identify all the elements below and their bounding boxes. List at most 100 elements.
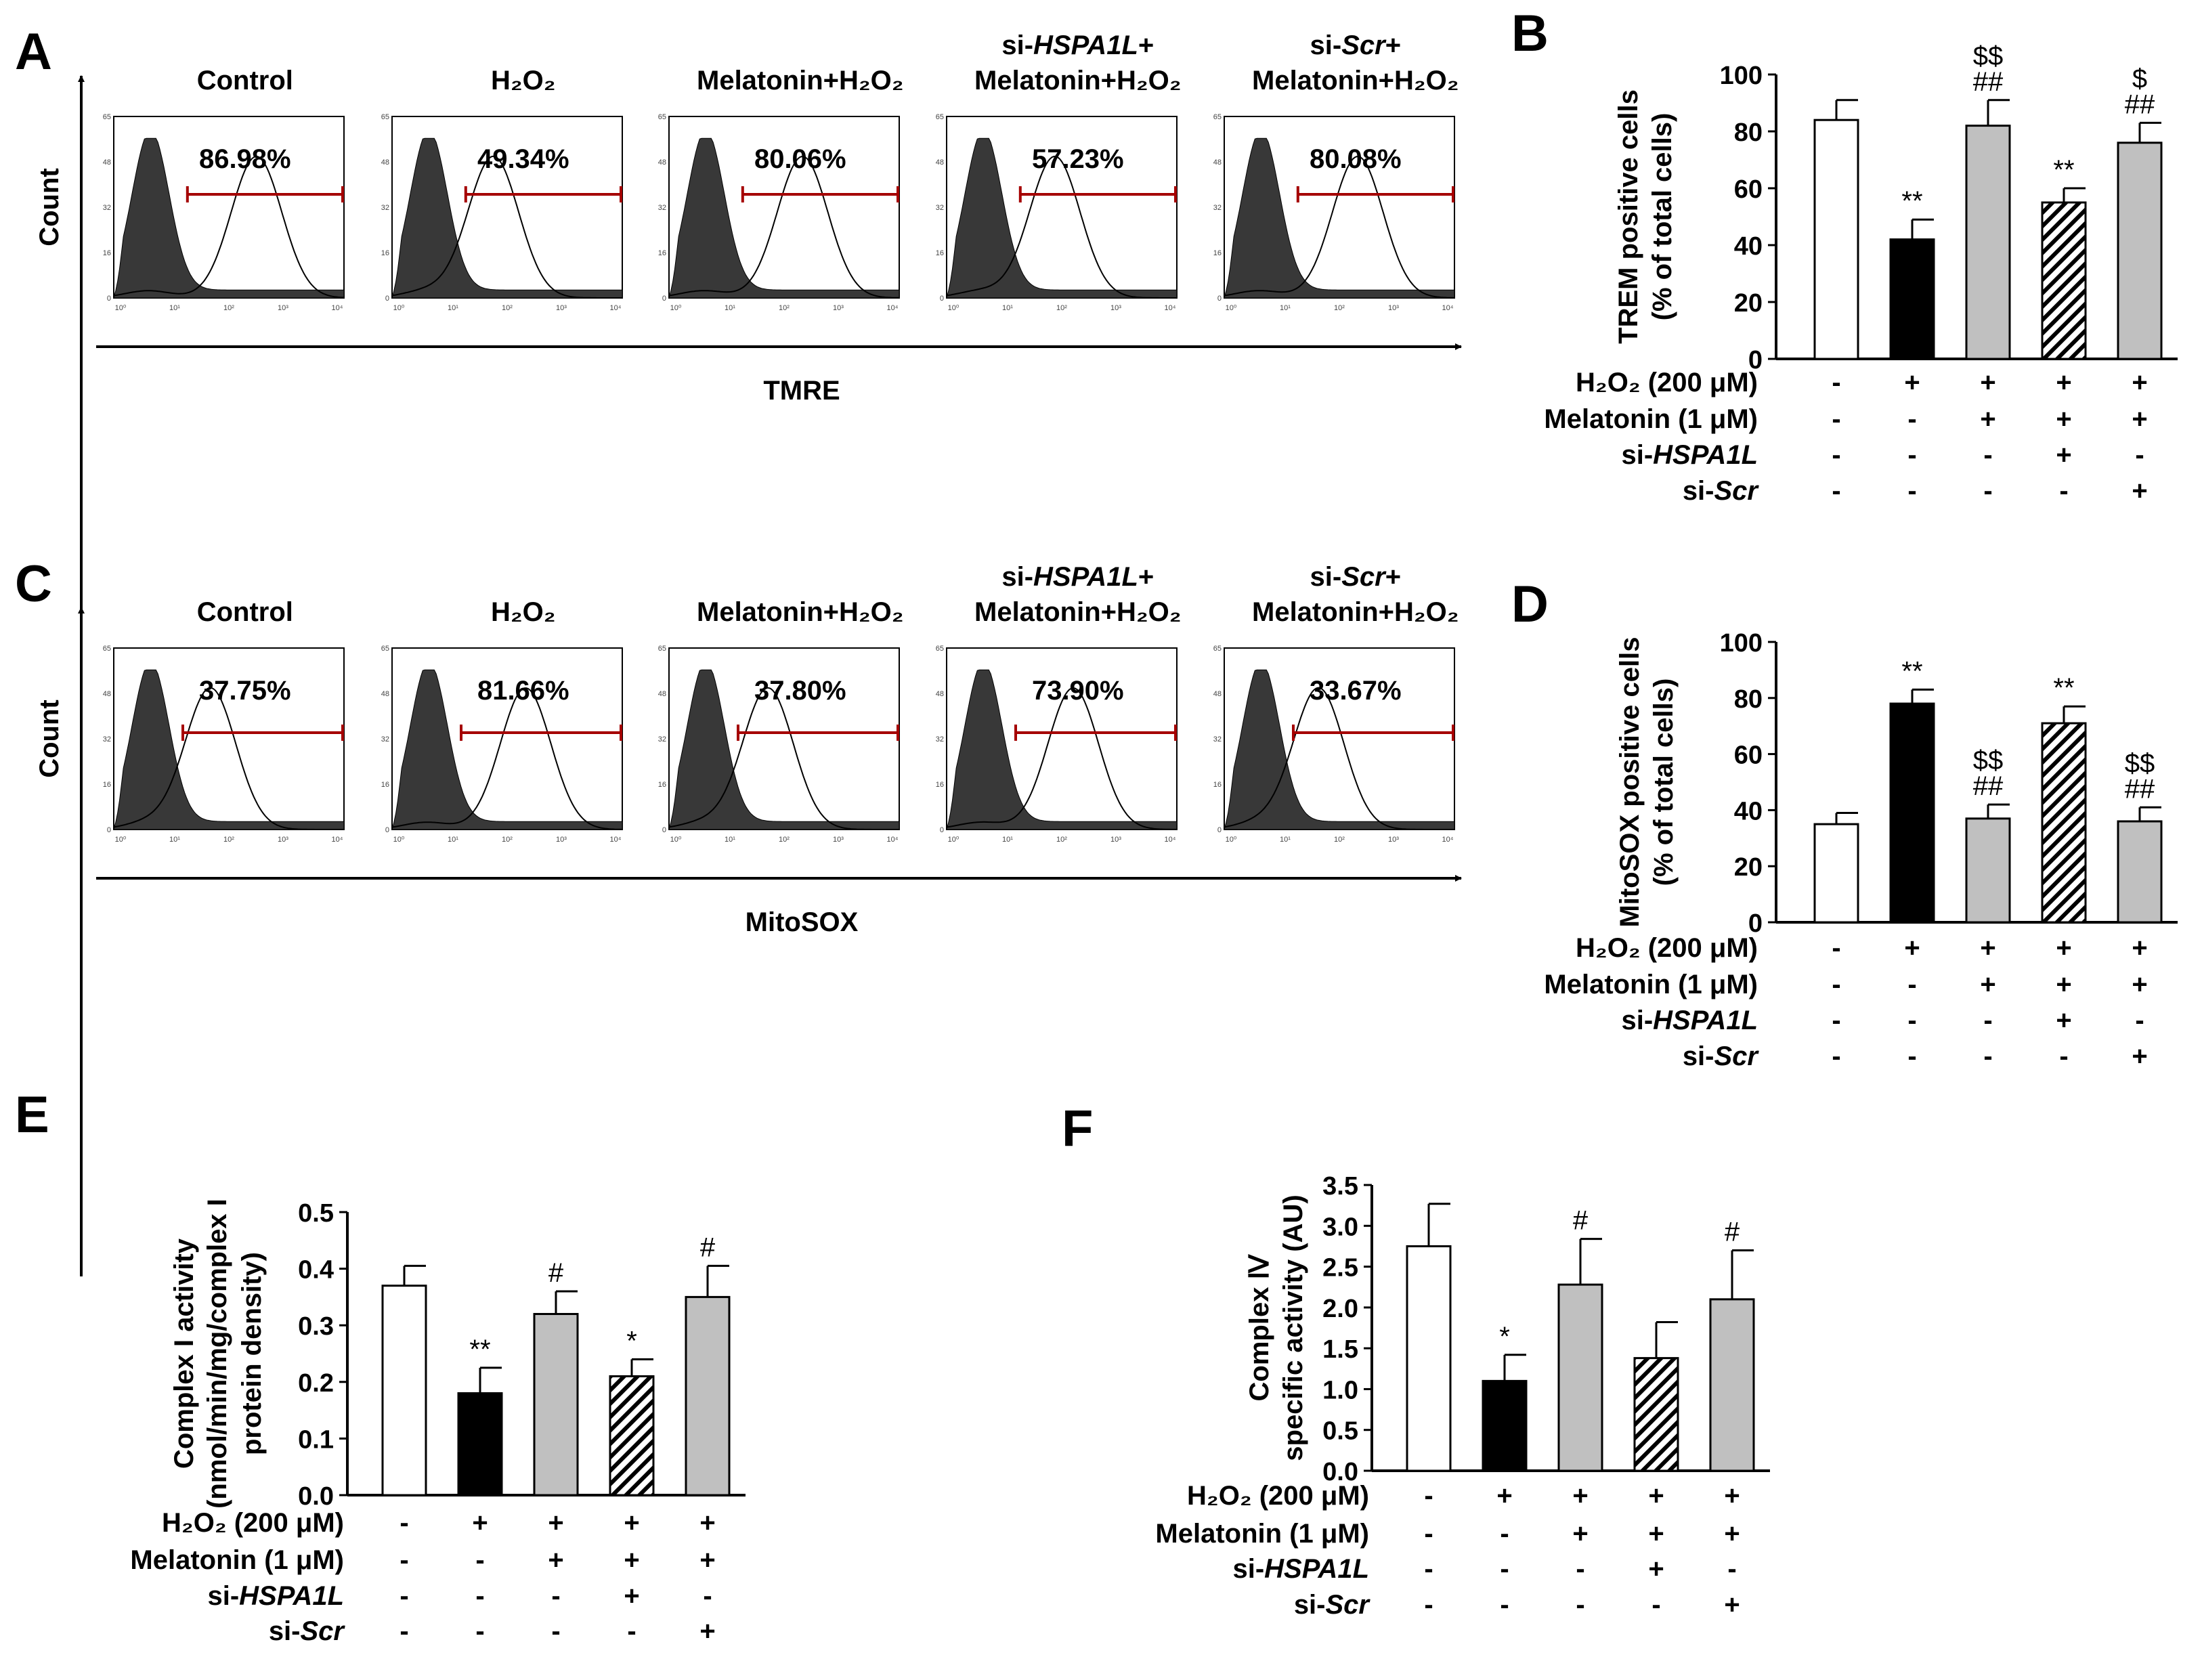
y-tick-label: 32 <box>936 735 944 744</box>
bar <box>533 1312 579 1496</box>
gate-marker <box>1014 725 1177 741</box>
significance-label: * <box>626 1326 637 1356</box>
y-axis-label: MitoSOX positive cells <box>1615 637 1645 927</box>
significance-label: # <box>700 1232 716 1262</box>
treatment-symbol: - <box>1832 440 1840 470</box>
panel-label-e: E <box>15 1086 49 1144</box>
treatment-symbol: - <box>475 1616 484 1646</box>
gate-marker <box>1296 186 1454 202</box>
x-tick-label: 10³ <box>278 304 288 312</box>
y-tick-label: 16 <box>1213 249 1222 257</box>
y-tick-label: 0.5 <box>298 1199 334 1228</box>
treatment-symbol: - <box>1424 1590 1433 1620</box>
control-histogram <box>113 669 345 830</box>
treatment-symbol: + <box>2132 404 2147 434</box>
bar <box>685 1295 731 1496</box>
y-tick-label: 48 <box>103 158 111 167</box>
flow-plot: 0 16 32 48 65 10⁰ 10¹ 10² 10³ 10⁴ 80.08% si-Scr+ Mel… <box>1213 30 1459 312</box>
count-label: Count <box>35 699 64 778</box>
y-tick-label: 0 <box>107 295 111 303</box>
bar <box>1813 823 1859 924</box>
percentage-label: 49.34% <box>477 144 569 174</box>
x-tick-label: 10¹ <box>725 304 735 312</box>
x-tick-label: 10⁴ <box>1165 304 1176 312</box>
x-tick-label: 10⁴ <box>610 836 622 844</box>
treatment-label: Melatonin (1 μM) <box>1155 1519 1369 1549</box>
x-tick-label: 10² <box>1334 836 1345 844</box>
x-tick-label: 10¹ <box>1002 836 1013 844</box>
y-tick-label: 32 <box>103 204 111 212</box>
x-tick-label: 10⁰ <box>670 304 682 312</box>
treatment-symbol: + <box>624 1581 639 1611</box>
sample-title: si-HSPA1L+ <box>1001 30 1154 60</box>
y-tick-label: 0.5 <box>1322 1417 1358 1446</box>
sample-title: Melatonin+H₂O₂ <box>697 66 904 95</box>
x-tick-label: 10¹ <box>1280 836 1291 844</box>
sample-title: Melatonin+H₂O₂ <box>974 66 1182 95</box>
percentage-label: 73.90% <box>1032 676 1124 706</box>
y-tick-label: 48 <box>1213 690 1222 698</box>
percentage-label: 37.80% <box>754 676 846 706</box>
y-tick-label: 0 <box>662 295 666 303</box>
y-tick-label: 16 <box>658 781 666 789</box>
y-tick-label: 16 <box>103 781 111 789</box>
bar <box>1813 119 1859 360</box>
bar <box>2041 722 2087 924</box>
x-tick-label: 10³ <box>1110 304 1121 312</box>
y-tick-label: 2.5 <box>1322 1254 1358 1283</box>
significance-label: ** <box>2053 673 2074 703</box>
y-tick-label: 0 <box>1217 826 1222 834</box>
y-tick-label: 32 <box>381 735 389 744</box>
y-tick-label: 48 <box>936 690 944 698</box>
x-tick-label: 10³ <box>556 304 567 312</box>
x-tick-label: 10³ <box>833 304 844 312</box>
x-tick-label: 10⁴ <box>610 304 622 312</box>
sample-title: si-Scr+ <box>1310 30 1402 60</box>
y-tick-label: 16 <box>103 249 111 257</box>
y-tick-label: 0 <box>940 295 944 303</box>
significance-label: # <box>1573 1206 1589 1236</box>
y-tick-label: 0 <box>1748 346 1763 374</box>
treatment-symbol: - <box>1983 1006 1992 1035</box>
sample-title: Melatonin+H₂O₂ <box>1252 66 1459 95</box>
treatment-symbol: - <box>2135 440 2144 470</box>
x-axis-label: TMRE <box>763 376 840 406</box>
x-tick-label: 10¹ <box>1280 304 1291 312</box>
bar <box>457 1392 503 1496</box>
treatment-symbol: + <box>624 1508 639 1538</box>
treatment-symbol: - <box>1832 970 1840 999</box>
sample-histogram <box>113 156 345 299</box>
percentage-label: 57.23% <box>1032 144 1124 174</box>
treatment-label: Melatonin (1 μM) <box>130 1545 344 1575</box>
treatment-symbol: - <box>1652 1590 1660 1620</box>
x-tick-label: 10³ <box>1388 836 1399 844</box>
treatment-symbol: - <box>1424 1519 1433 1549</box>
bar <box>1889 702 1935 924</box>
treatment-label: si-HSPA1L <box>1621 1006 1758 1035</box>
y-axis-label: (% of total cells) <box>1649 679 1679 886</box>
y-tick-label: 32 <box>1213 204 1222 212</box>
flow-panel-a: Count TMRE 0 16 32 48 65 10⁰ 10¹ 10² 10³ 10⁴ 86.98% C… <box>35 30 1462 745</box>
x-tick-label: 10⁴ <box>332 304 343 312</box>
bar <box>1557 1283 1603 1472</box>
treatment-symbol: - <box>1576 1590 1584 1620</box>
sample-title: Melatonin+H₂O₂ <box>1252 597 1459 627</box>
treatment-symbol: - <box>1983 1041 1992 1071</box>
treatment-symbol: - <box>1983 440 1992 470</box>
y-tick-label: 65 <box>381 113 389 121</box>
treatment-symbol: + <box>1572 1481 1588 1511</box>
treatment-symbol: + <box>1572 1519 1588 1549</box>
treatment-symbol: - <box>1907 476 1916 506</box>
y-tick-label: 48 <box>1213 158 1222 167</box>
treatment-symbol: + <box>2056 970 2071 999</box>
treatment-symbol: + <box>472 1508 488 1538</box>
percentage-label: 80.08% <box>1310 144 1402 174</box>
control-histogram <box>1224 669 1455 830</box>
bar <box>2041 201 2087 360</box>
y-tick-label: 65 <box>1213 645 1222 653</box>
treatment-symbol: - <box>400 1508 408 1538</box>
sample-title: Control <box>197 66 293 95</box>
treatment-symbol: - <box>475 1581 484 1611</box>
treatment-symbol: + <box>2056 404 2071 434</box>
treatment-symbol: - <box>2059 476 2068 506</box>
